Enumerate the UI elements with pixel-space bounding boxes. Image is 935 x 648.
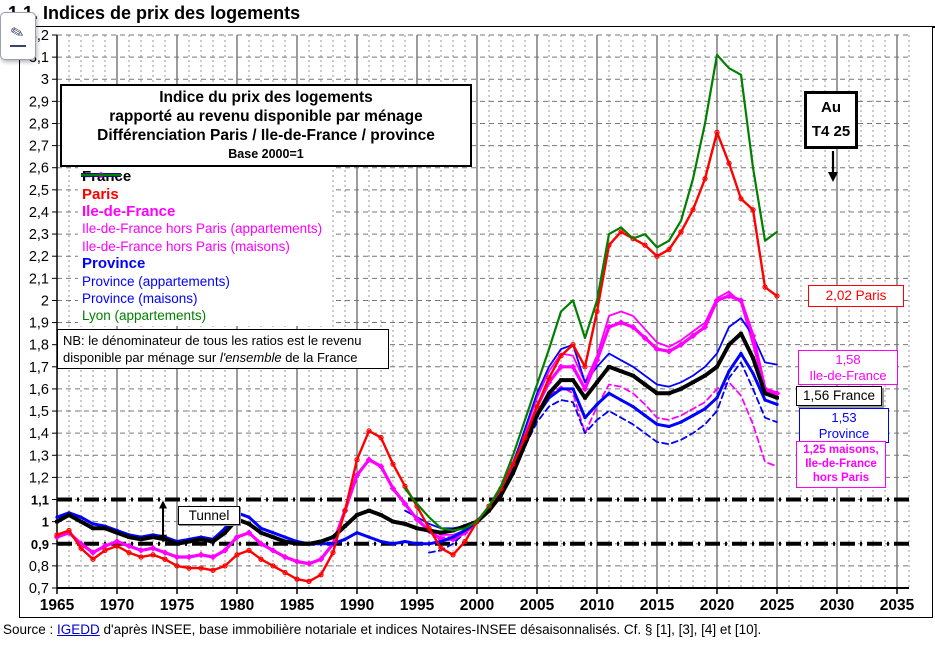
legend-item-label: Province (appartements) bbox=[82, 273, 230, 289]
svg-text:2005: 2005 bbox=[520, 597, 555, 614]
series-ile-de-france-hors-paris-maisons- bbox=[428, 381, 778, 538]
svg-text:0,7: 0,7 bbox=[29, 581, 49, 597]
svg-text:1965: 1965 bbox=[40, 597, 75, 614]
svg-text:2,8: 2,8 bbox=[29, 116, 49, 132]
chart-title-line: rapporté au revenu disponible par ménage bbox=[109, 107, 423, 125]
end-label-ile-de-france: 1,58 Ile-de-France bbox=[798, 350, 898, 386]
chart-title-line: Différenciation Paris / Ile-de-France / … bbox=[97, 126, 435, 144]
svg-text:1995: 1995 bbox=[400, 597, 435, 614]
underline-icon bbox=[10, 44, 26, 47]
page-title: 1.1. Indices de prix des logements bbox=[8, 3, 301, 23]
series-paris bbox=[54, 129, 780, 585]
end-label-series: Province bbox=[818, 425, 870, 441]
end-label-paris: 2,02 Paris bbox=[808, 285, 904, 308]
legend-item-label: Province bbox=[82, 255, 146, 273]
svg-text:2,1: 2,1 bbox=[29, 271, 49, 287]
end-label-series: Ile-de-France bbox=[805, 457, 877, 470]
annotation-arrows bbox=[159, 151, 838, 543]
legend-item-label: Paris bbox=[82, 185, 119, 203]
legend-item-ile-de-france-hors-paris-appartements-: Ile-de-France hors Paris (appartements) bbox=[81, 174, 323, 237]
svg-text:2010: 2010 bbox=[580, 597, 614, 614]
nb-text: NB: le dénominateur de tous les ratios e… bbox=[63, 333, 362, 366]
legend-item-label: Ile-de-France hors Paris (maisons) bbox=[82, 238, 290, 254]
legend-item-lyon-appartements-: Lyon (appartements) bbox=[81, 173, 322, 324]
svg-text:1,5: 1,5 bbox=[29, 404, 49, 420]
svg-text:2015: 2015 bbox=[640, 597, 675, 614]
source-link-igedd[interactable]: IGEDD bbox=[57, 622, 100, 637]
series-province-maisons- bbox=[428, 361, 778, 554]
svg-text:1,3: 1,3 bbox=[29, 448, 49, 464]
legend-item-province-appartements-: Province (appartements) bbox=[81, 174, 322, 289]
legend-swatch-line bbox=[81, 173, 121, 177]
end-label-series: hors Paris bbox=[812, 471, 870, 484]
svg-text:0,9: 0,9 bbox=[31, 537, 49, 552]
svg-text:2025: 2025 bbox=[760, 597, 795, 614]
tunnel-label: Tunnel bbox=[178, 506, 240, 525]
chart-title-box: Indice du prix des logements rapporté au… bbox=[60, 84, 472, 167]
end-label-value: 1,25 maisons, bbox=[803, 444, 879, 456]
series-lyon-appartements- bbox=[403, 53, 779, 532]
svg-text:1980: 1980 bbox=[220, 597, 254, 614]
svg-text:1985: 1985 bbox=[280, 597, 315, 614]
svg-text:2,4: 2,4 bbox=[29, 205, 49, 221]
pencil-icon: ✎ bbox=[9, 23, 27, 43]
svg-text:1,7: 1,7 bbox=[29, 360, 49, 376]
end-label-idf-maisons: 1,25 maisons, Ile-de-France hors Paris bbox=[796, 441, 886, 489]
legend-item-label: Ile-de-France hors Paris (appartements) bbox=[82, 221, 323, 237]
chart-title-base: Base 2000=1 bbox=[228, 146, 304, 161]
nb-note: NB: le dénominateur de tous les ratios e… bbox=[57, 329, 389, 370]
svg-text:1,9: 1,9 bbox=[29, 316, 49, 332]
svg-text:2,2: 2,2 bbox=[29, 249, 49, 265]
legend-item-label: Ile-de-France bbox=[82, 202, 176, 220]
as-of-quarter-box: Au T4 25 bbox=[804, 91, 858, 149]
legend-item-province: Province bbox=[81, 173, 322, 273]
svg-text:1975: 1975 bbox=[160, 597, 195, 614]
svg-text:2,5: 2,5 bbox=[29, 183, 49, 199]
as-of-line2: T4 25 bbox=[811, 123, 851, 140]
svg-text:1,4: 1,4 bbox=[29, 426, 49, 442]
series-province-appartements- bbox=[404, 317, 778, 530]
source-line: Source : IGEDD d'après INSEE, base immob… bbox=[3, 622, 933, 637]
svg-text:0,8: 0,8 bbox=[29, 559, 49, 575]
svg-text:2030: 2030 bbox=[820, 597, 854, 614]
end-label-series: Ile-de-France bbox=[809, 367, 887, 383]
svg-text:1,2: 1,2 bbox=[29, 470, 49, 486]
svg-text:1990: 1990 bbox=[340, 597, 374, 614]
svg-text:2000: 2000 bbox=[460, 597, 494, 614]
annotation-tool-popup[interactable]: ✎ bbox=[0, 12, 36, 60]
end-label-value: 1,53 bbox=[831, 410, 857, 425]
end-label-france: 1,56 France bbox=[796, 386, 882, 407]
chart-figure: 0,7 0,8 0,9 1 1,1 1,2 1,3 1,4 1,5 1,6 1,7 1,8 1,9 2 2,… bbox=[19, 27, 933, 618]
legend-item-label: Lyon (appartements) bbox=[82, 308, 207, 324]
legend-item-province-maisons-: Province (maisons) bbox=[81, 174, 322, 307]
svg-text:2,7: 2,7 bbox=[29, 139, 49, 155]
svg-text:2035: 2035 bbox=[880, 597, 915, 614]
nb-text-end: de la France bbox=[281, 350, 358, 366]
chart-title-line: Indice du prix des logements bbox=[159, 89, 373, 106]
legend-item-ile-de-france: Ile-de-France bbox=[81, 171, 322, 220]
svg-text:2020: 2020 bbox=[700, 597, 734, 614]
svg-text:2: 2 bbox=[41, 293, 49, 309]
axes bbox=[52, 34, 909, 594]
legend-item-paris: Paris bbox=[81, 172, 322, 203]
svg-text:2,9: 2,9 bbox=[29, 94, 49, 110]
svg-text:2,3: 2,3 bbox=[29, 227, 49, 243]
svg-text:1,6: 1,6 bbox=[29, 382, 49, 398]
end-label-value: 1,58 bbox=[835, 352, 861, 367]
nb-italic: l'ensemble bbox=[219, 350, 282, 366]
svg-text:2,6: 2,6 bbox=[29, 161, 49, 177]
source-suffix: d'après INSEE, base immobilière notarial… bbox=[99, 622, 762, 637]
source-prefix: Source : bbox=[3, 622, 58, 637]
legend-item-ile-de-france-hors-paris-maisons-: Ile-de-France hors Paris (maisons) bbox=[81, 174, 322, 255]
legend-item-label: Province (maisons) bbox=[82, 290, 198, 306]
svg-text:1,8: 1,8 bbox=[29, 338, 49, 354]
end-label-province: 1,53 Province bbox=[799, 408, 889, 444]
as-of-line1: Au bbox=[821, 99, 841, 116]
svg-text:1: 1 bbox=[42, 515, 49, 530]
svg-text:1970: 1970 bbox=[100, 597, 134, 614]
tunnel-lines bbox=[57, 497, 909, 546]
svg-text:1,1: 1,1 bbox=[31, 493, 49, 508]
svg-text:3: 3 bbox=[41, 72, 49, 88]
